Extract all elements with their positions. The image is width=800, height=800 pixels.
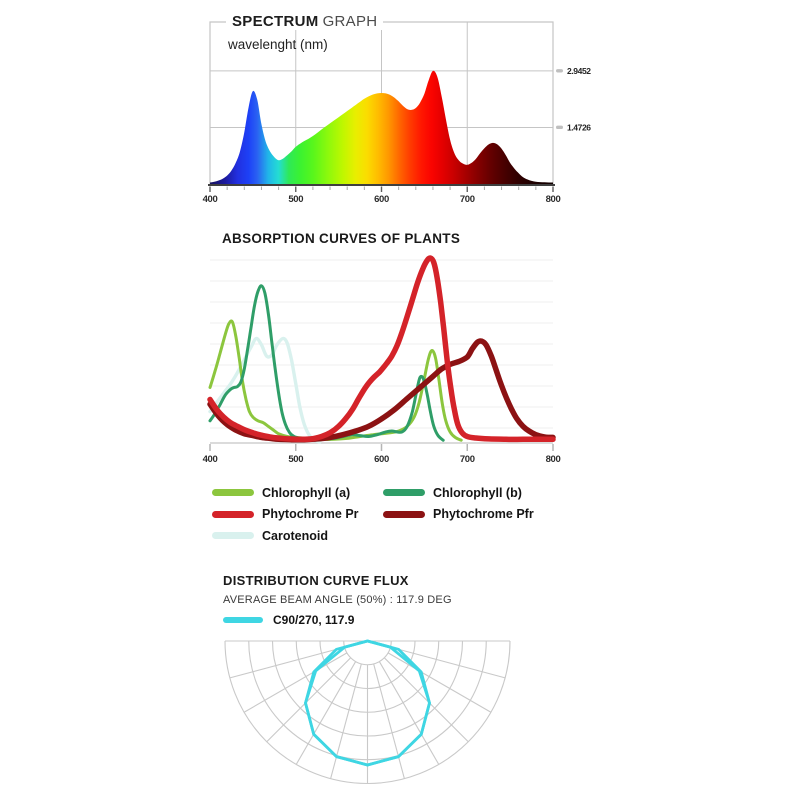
x-tick-label: 500: [288, 454, 303, 465]
distribution-polar-chart: [224, 639, 511, 785]
spectrum-area: [210, 70, 553, 184]
x-tick-label: 400: [203, 194, 218, 205]
polar-spoke: [387, 652, 492, 713]
legend-swatch-chlorophyll-b: [383, 489, 425, 497]
polar-curve-c270: [304, 639, 431, 767]
x-tick-label: 600: [374, 194, 389, 205]
polar-spoke: [383, 657, 469, 743]
absorption-title: ABSORPTION CURVES OF PLANTS: [222, 231, 461, 246]
legend-label-chlorophyll-b: Chlorophyll (b): [433, 485, 522, 500]
y-tick-label: 1.4726: [567, 122, 591, 132]
spectrum-title: SPECTRUM GRAPH: [226, 13, 384, 30]
y-tick-dash: [556, 69, 563, 73]
x-tick-label: 800: [546, 454, 561, 465]
absorption-chart: 400 500 600 700 800: [203, 255, 561, 465]
y-tick-dash: [556, 125, 563, 130]
absorption-curve-phytochrome-pfr: [207, 338, 556, 443]
distribution-legend: C90/270, 117.9: [223, 613, 452, 627]
polar-spoke: [378, 661, 440, 765]
legend-swatch-phytochrome-pr: [212, 510, 254, 518]
x-tick-label: 700: [460, 194, 475, 205]
x-tick-label: 400: [203, 454, 218, 465]
spectrum-title-bold: SPECTRUM: [232, 13, 319, 30]
legend-swatch-carotenoid: [212, 532, 254, 540]
polar-spoke: [330, 663, 362, 779]
legend-item-chlorophyll-b: Chlorophyll (b): [383, 482, 534, 504]
legend-swatch-chlorophyll-a: [212, 489, 254, 497]
legend-item-phytochrome-pr: Phytochrome Pr: [212, 504, 383, 526]
polar-spoke: [295, 661, 357, 765]
legend-item-chlorophyll-a: Chlorophyll (a): [212, 482, 383, 504]
y-tick-label: 2.9452: [567, 66, 591, 76]
absorption-curve-carotenoid: [208, 336, 322, 444]
distribution-section: DISTRIBUTION CURVE FLUX AVERAGE BEAM ANG…: [223, 573, 452, 627]
legend-item-carotenoid: Carotenoid: [212, 525, 383, 547]
polar-ring: [343, 640, 392, 666]
x-tick-label: 500: [288, 194, 303, 205]
absorption-legend: Chlorophyll (a) Chlorophyll (b) Phytochrom…: [212, 482, 534, 547]
polar-spoke: [373, 663, 405, 779]
legend-label-carotenoid: Carotenoid: [262, 528, 328, 543]
spectrum-axis-label: wavelenght (nm): [228, 37, 328, 52]
distribution-legend-label: C90/270, 117.9: [273, 613, 355, 627]
legend-label-phytochrome-pfr: Phytochrome Pfr: [433, 507, 534, 522]
legend-label-chlorophyll-a: Chlorophyll (a): [262, 485, 351, 500]
polar-grid: [224, 640, 511, 785]
polar-spoke: [229, 646, 345, 679]
polar-spoke: [390, 646, 506, 679]
legend-item-phytochrome-pfr: Phytochrome Pfr: [383, 504, 534, 526]
x-tick-label: 800: [546, 194, 561, 205]
distribution-legend-swatch: [223, 617, 263, 623]
polar-spoke: [243, 652, 348, 713]
legend-swatch-phytochrome-pfr: [383, 510, 425, 518]
x-tick-label: 700: [460, 454, 475, 465]
distribution-title: DISTRIBUTION CURVE FLUX: [223, 573, 409, 588]
spectrum-title-light: GRAPH: [322, 13, 378, 30]
x-tick-label: 600: [374, 454, 389, 465]
legend-label-phytochrome-pr: Phytochrome Pr: [262, 507, 359, 522]
distribution-subtitle: AVERAGE BEAM ANGLE (50%) : 117.9 DEG: [223, 594, 452, 606]
polar-spoke: [266, 657, 352, 743]
absorption-curve-phytochrome-pr: [207, 255, 556, 443]
